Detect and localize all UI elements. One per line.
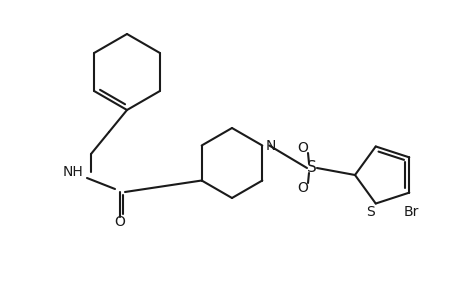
Text: S: S — [365, 205, 374, 218]
Text: Br: Br — [403, 205, 418, 219]
Text: NH: NH — [62, 165, 83, 179]
Text: N: N — [265, 139, 275, 152]
Text: S: S — [307, 160, 316, 175]
Text: O: O — [297, 181, 308, 195]
Text: O: O — [114, 215, 125, 229]
Text: O: O — [297, 141, 308, 155]
